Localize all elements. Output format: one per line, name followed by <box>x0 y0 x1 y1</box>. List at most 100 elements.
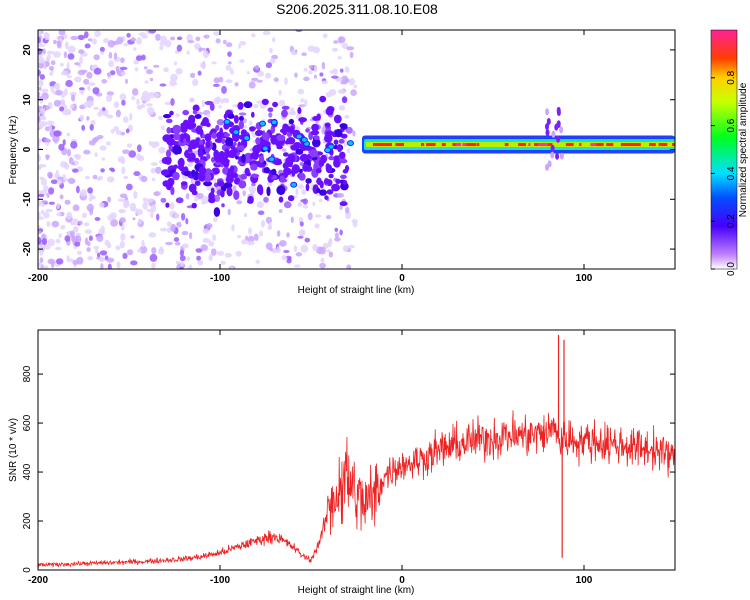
spectral-blob <box>99 250 108 256</box>
spectral-blob <box>236 200 243 205</box>
spectral-blob <box>313 135 320 140</box>
spectral-hotspot <box>324 147 332 154</box>
spectral-blob <box>106 91 114 96</box>
spectral-blob <box>40 178 48 186</box>
spectral-blob <box>66 211 73 220</box>
spectral-blob <box>65 79 73 88</box>
spectral-blob <box>160 227 167 232</box>
spectral-blob <box>100 168 105 173</box>
spectral-blob <box>47 238 55 247</box>
spectral-blob <box>38 30 42 37</box>
spectral-blob <box>340 80 348 85</box>
spectral-blob <box>188 114 196 125</box>
spectral-blob <box>333 40 339 44</box>
spectral-blob <box>192 78 199 87</box>
spectral-blob <box>92 174 98 180</box>
tonal-peak-segment <box>565 143 574 147</box>
spectral-blob <box>97 252 101 258</box>
spectral-blob <box>141 239 145 248</box>
spectral-blob <box>288 118 295 125</box>
spectral-blob <box>271 168 277 176</box>
spectral-blob <box>113 101 120 109</box>
spectral-blob <box>149 77 154 82</box>
spectral-blob <box>211 132 218 139</box>
spectrogram-y-tick-label: -20 <box>22 241 33 256</box>
tonal-peak-segment <box>383 143 392 147</box>
spectral-blob <box>215 38 221 44</box>
tonal-peak-segment <box>518 143 526 147</box>
spectral-blob <box>189 72 196 78</box>
spectral-blob <box>326 189 334 195</box>
spectral-blob <box>227 51 232 57</box>
spectral-blob <box>180 181 188 186</box>
spectral-blob <box>315 168 322 174</box>
spectral-blob <box>40 200 48 204</box>
spectral-blob <box>134 67 139 72</box>
spectral-blob <box>71 161 75 165</box>
spectral-blob <box>53 99 62 107</box>
spectral-blob <box>116 36 124 45</box>
spectral-blob <box>141 90 150 99</box>
spectral-blob <box>216 131 225 140</box>
spectral-blob <box>328 156 335 161</box>
spectral-blob <box>304 99 308 107</box>
spectral-blob <box>55 169 59 176</box>
spectral-blob <box>38 79 44 87</box>
spectral-blob <box>195 192 204 200</box>
spectral-blob <box>76 185 80 194</box>
spectral-blob <box>115 245 121 251</box>
snr-x-tick-label: -100 <box>210 575 230 586</box>
spectral-blob <box>179 255 186 262</box>
spectral-blob <box>137 248 142 253</box>
spectral-blob <box>84 175 91 180</box>
spectral-blob <box>153 64 160 68</box>
spectral-blob <box>76 235 82 244</box>
spectral-blob <box>144 80 149 84</box>
spectral-blob <box>94 30 101 38</box>
spectral-blob <box>545 123 549 131</box>
spectral-blob <box>256 79 263 83</box>
spectral-blob <box>125 128 130 134</box>
spectral-blob <box>232 104 240 108</box>
spectral-blob <box>305 178 312 184</box>
spectral-blob <box>223 133 231 137</box>
spectral-blob <box>319 246 327 255</box>
spectral-blob <box>160 35 167 44</box>
spectral-blob <box>287 195 295 202</box>
spectral-blob <box>197 70 202 76</box>
spectral-blob <box>53 51 61 58</box>
spectral-blob <box>348 78 356 86</box>
spectral-blob <box>180 261 184 268</box>
spectral-blob <box>88 235 93 241</box>
spectral-blob <box>255 130 263 137</box>
spectral-blob <box>74 241 81 247</box>
spectral-blob <box>246 71 250 75</box>
spectral-blob <box>120 72 127 76</box>
spectral-hotspot <box>259 120 266 127</box>
spectral-blob <box>110 128 115 134</box>
spectral-blob <box>344 66 350 73</box>
spectral-blob <box>238 112 247 116</box>
spectral-blob <box>325 107 334 116</box>
spectral-blob <box>153 141 160 147</box>
spectral-hotspot <box>347 140 354 147</box>
snr-ticks: -200 -100 0 100 0 200 400 600 800 <box>22 330 675 586</box>
spectral-blob <box>123 43 130 47</box>
spectral-blob <box>312 46 320 54</box>
spectral-blob <box>313 64 318 73</box>
spectral-blob <box>283 167 292 176</box>
spectral-blob <box>93 245 100 250</box>
spectral-blob <box>170 186 175 196</box>
spectral-blob <box>312 116 320 121</box>
spectrogram-y-tick-label: -10 <box>22 192 33 207</box>
snr-y-tick-label: 800 <box>22 365 33 382</box>
spectral-blob <box>106 242 112 249</box>
spectral-blob <box>155 166 162 174</box>
spectral-blob <box>202 228 210 235</box>
spectral-blob <box>120 233 126 241</box>
spectral-blob <box>545 108 550 116</box>
spectral-blob <box>225 175 234 184</box>
spectral-blob <box>41 88 49 94</box>
spectral-blob <box>313 74 317 79</box>
